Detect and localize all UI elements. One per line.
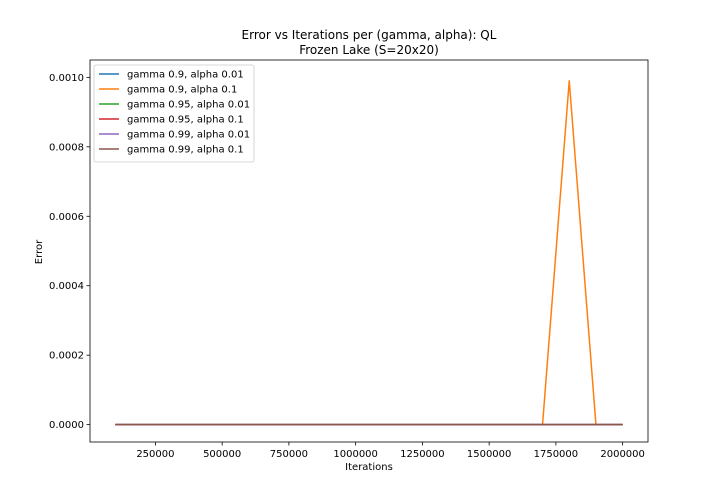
x-tick-label: 250000 <box>136 449 174 460</box>
legend-label: gamma 0.95, alpha 0.01 <box>127 100 250 111</box>
x-tick-label: 500000 <box>203 449 241 460</box>
y-axis-label: Error <box>34 239 45 264</box>
x-tick-label: 2000000 <box>600 449 645 460</box>
legend-label: gamma 0.99, alpha 0.01 <box>127 130 250 141</box>
legend-label: gamma 0.9, alpha 0.1 <box>127 85 237 96</box>
y-tick-label: 0.0008 <box>49 142 84 153</box>
chart-subtitle: Frozen Lake (S=20x20) <box>299 43 439 57</box>
chart-title: Error vs Iterations per (gamma, alpha): … <box>242 28 497 42</box>
y-tick-label: 0.0006 <box>49 212 84 223</box>
y-tick-label: 0.0002 <box>49 351 84 362</box>
x-tick-label: 1250000 <box>400 449 445 460</box>
legend-label: gamma 0.9, alpha 0.01 <box>127 70 244 81</box>
x-tick-label: 1750000 <box>534 449 579 460</box>
y-tick-label: 0.0000 <box>49 420 84 431</box>
y-tick-label: 0.0010 <box>49 73 84 84</box>
axes-frame <box>89 59 649 443</box>
legend-box <box>93 64 255 163</box>
plot-area: 250000 500000 750000 1000000 1250000 1500000 1… <box>49 59 649 460</box>
y-tick-label: 0.0004 <box>49 281 84 292</box>
legend-label: gamma 0.99, alpha 0.1 <box>127 145 244 156</box>
legend-label: gamma 0.95, alpha 0.1 <box>127 115 244 126</box>
x-axis-label: Iterations <box>345 462 393 473</box>
x-tick-label: 1500000 <box>467 449 512 460</box>
x-tick-label: 750000 <box>270 449 308 460</box>
x-tick-label: 1000000 <box>333 449 378 460</box>
legend: gamma 0.9, alpha 0.01 gamma 0.9, alpha 0.… <box>93 64 255 163</box>
